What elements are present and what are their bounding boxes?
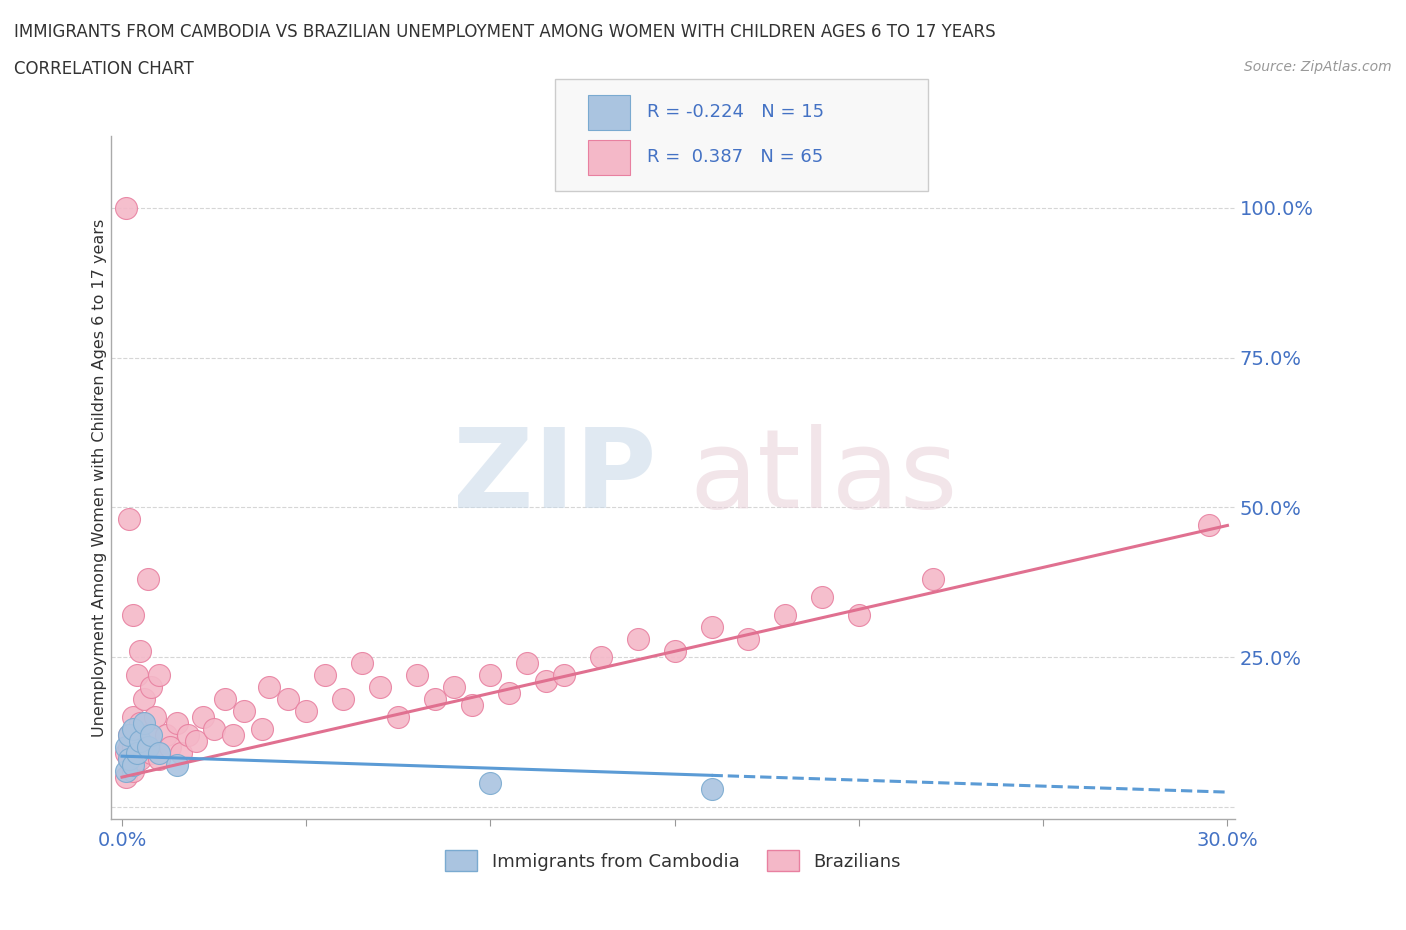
Point bbox=[811, 590, 834, 604]
Point bbox=[232, 704, 254, 719]
Point bbox=[122, 758, 145, 773]
Point bbox=[122, 764, 145, 778]
Point bbox=[114, 746, 136, 761]
Point bbox=[122, 608, 145, 623]
Point bbox=[191, 710, 214, 724]
Point bbox=[202, 722, 225, 737]
Point bbox=[250, 722, 273, 737]
Point bbox=[125, 728, 148, 743]
Point bbox=[314, 668, 336, 683]
Point bbox=[125, 751, 148, 766]
Point bbox=[443, 680, 465, 695]
Point bbox=[122, 739, 145, 754]
Text: R =  0.387   N = 65: R = 0.387 N = 65 bbox=[647, 149, 823, 166]
Point bbox=[921, 572, 943, 587]
Point bbox=[214, 692, 236, 707]
Point bbox=[1198, 518, 1220, 533]
Point bbox=[148, 746, 170, 761]
Point bbox=[350, 656, 373, 671]
Point bbox=[553, 668, 575, 683]
Point bbox=[700, 782, 723, 797]
Point bbox=[148, 668, 170, 683]
Point bbox=[295, 704, 318, 719]
Point bbox=[129, 751, 152, 766]
Point bbox=[589, 650, 612, 665]
Point bbox=[425, 692, 447, 707]
Point bbox=[159, 739, 181, 754]
Point bbox=[114, 739, 136, 754]
Point bbox=[184, 734, 207, 749]
Y-axis label: Unemployment Among Women with Children Ages 6 to 17 years: Unemployment Among Women with Children A… bbox=[93, 219, 107, 737]
Point bbox=[177, 728, 200, 743]
Text: CORRELATION CHART: CORRELATION CHART bbox=[14, 60, 194, 78]
Text: Source: ZipAtlas.com: Source: ZipAtlas.com bbox=[1244, 60, 1392, 74]
Point bbox=[136, 728, 159, 743]
Legend: Immigrants from Cambodia, Brazilians: Immigrants from Cambodia, Brazilians bbox=[437, 844, 908, 879]
Text: IMMIGRANTS FROM CAMBODIA VS BRAZILIAN UNEMPLOYMENT AMONG WOMEN WITH CHILDREN AGE: IMMIGRANTS FROM CAMBODIA VS BRAZILIAN UN… bbox=[14, 23, 995, 41]
Point bbox=[122, 710, 145, 724]
Point bbox=[129, 716, 152, 731]
Point bbox=[166, 758, 188, 773]
Point bbox=[118, 751, 141, 766]
Point bbox=[129, 644, 152, 658]
Point bbox=[132, 739, 155, 754]
Point bbox=[125, 746, 148, 761]
Text: R = -0.224   N = 15: R = -0.224 N = 15 bbox=[647, 103, 824, 121]
Point bbox=[516, 656, 538, 671]
Point bbox=[143, 710, 166, 724]
Point bbox=[141, 746, 163, 761]
Point bbox=[700, 620, 723, 635]
Point bbox=[136, 572, 159, 587]
Point bbox=[775, 608, 797, 623]
Point bbox=[259, 680, 281, 695]
Point bbox=[129, 734, 152, 749]
Point bbox=[114, 770, 136, 785]
Point bbox=[166, 716, 188, 731]
Point bbox=[118, 739, 141, 754]
Point bbox=[114, 764, 136, 778]
Point bbox=[118, 751, 141, 766]
Point bbox=[664, 644, 686, 658]
Point bbox=[148, 751, 170, 766]
Point bbox=[498, 685, 520, 700]
Point bbox=[155, 728, 177, 743]
Point bbox=[141, 728, 163, 743]
Point bbox=[118, 512, 141, 527]
Point bbox=[170, 746, 193, 761]
Point bbox=[368, 680, 391, 695]
Point bbox=[132, 716, 155, 731]
Point bbox=[122, 722, 145, 737]
Point bbox=[627, 631, 650, 646]
Point bbox=[332, 692, 354, 707]
Point bbox=[461, 698, 484, 712]
Text: ZIP: ZIP bbox=[453, 424, 657, 531]
Point bbox=[118, 728, 141, 743]
Point bbox=[132, 692, 155, 707]
Point bbox=[479, 776, 502, 790]
Point bbox=[387, 710, 409, 724]
Point bbox=[125, 668, 148, 683]
Point bbox=[136, 739, 159, 754]
Point bbox=[141, 680, 163, 695]
Point bbox=[737, 631, 759, 646]
Text: atlas: atlas bbox=[690, 424, 959, 531]
Point bbox=[405, 668, 427, 683]
Point bbox=[118, 728, 141, 743]
Point bbox=[479, 668, 502, 683]
Point bbox=[221, 728, 243, 743]
Point bbox=[114, 200, 136, 215]
Point bbox=[534, 674, 557, 689]
Point bbox=[848, 608, 870, 623]
Point bbox=[277, 692, 299, 707]
